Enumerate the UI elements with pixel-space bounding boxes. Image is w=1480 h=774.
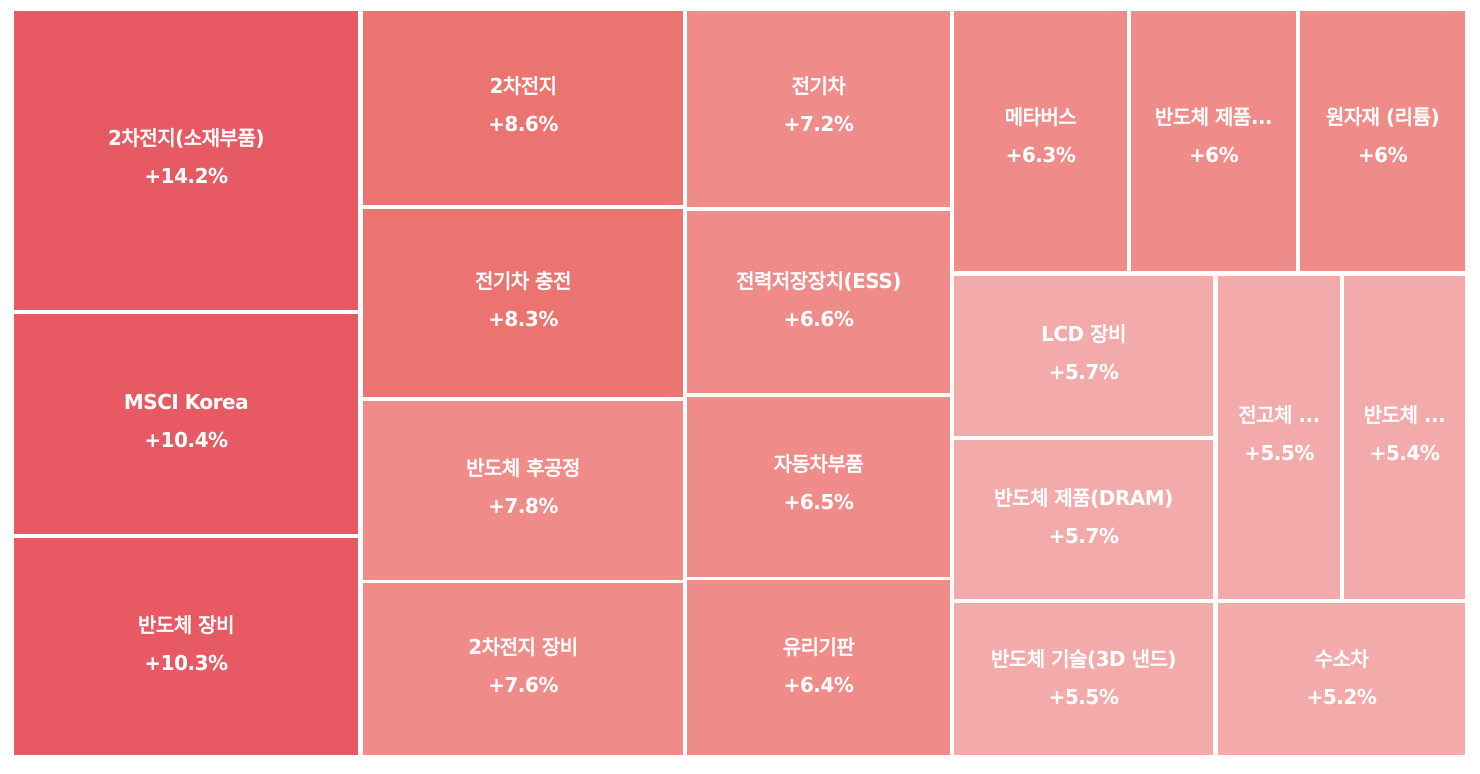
tile-change-value: +6.4%	[783, 673, 854, 697]
tile-0[interactable]: 2차전지(소재부품) +14.2%	[14, 11, 358, 310]
tile-5[interactable]: 반도체 후공정 +7.8%	[363, 401, 683, 580]
tile-label: 반도체 장비	[138, 613, 234, 637]
tile-label: 반도체 ...	[1363, 403, 1446, 427]
tile-1[interactable]: MSCI Korea +10.4%	[14, 314, 358, 534]
tile-change-value: +10.3%	[144, 651, 228, 675]
tile-label: 자동차부품	[773, 452, 864, 476]
tile-14[interactable]: LCD 장비 +5.7%	[954, 276, 1213, 436]
tile-2[interactable]: 반도체 장비 +10.3%	[14, 538, 358, 755]
tile-change-value: +6.6%	[783, 307, 854, 331]
tile-change-value: +5.7%	[1048, 360, 1119, 384]
tile-label: 원자재 (리튬)	[1325, 105, 1440, 129]
tile-change-value: +5.4%	[1369, 441, 1440, 465]
tile-change-value: +8.6%	[488, 112, 558, 136]
tile-change-value: +6.5%	[783, 490, 854, 514]
tile-change-value: +6%	[1188, 143, 1239, 167]
tile-16[interactable]: 반도체 기술(3D 낸드) +5.5%	[954, 603, 1213, 755]
tile-10[interactable]: 유리기판 +6.4%	[687, 580, 950, 755]
tile-label: 반도체 제품(DRAM)	[994, 486, 1173, 510]
tile-change-value: +14.2%	[144, 164, 228, 188]
tile-19[interactable]: 수소차 +5.2%	[1218, 603, 1465, 755]
tile-18[interactable]: 반도체 ... +5.4%	[1344, 276, 1465, 599]
tile-label: 전기차 충전	[475, 269, 571, 293]
tile-label: 반도체 제품...	[1154, 105, 1273, 129]
tile-label: 반도체 기술(3D 낸드)	[990, 647, 1177, 671]
tile-change-value: +5.2%	[1306, 685, 1377, 709]
tile-label: 전고체 ...	[1238, 403, 1320, 427]
tile-label: 2차전지 장비	[468, 635, 578, 659]
tile-9[interactable]: 자동차부품 +6.5%	[687, 397, 950, 577]
tile-change-value: +6.3%	[1005, 143, 1076, 167]
tile-label: 2차전지(소재부품)	[108, 126, 265, 150]
tile-label: LCD 장비	[1041, 322, 1126, 346]
tile-label: 반도체 후공정	[466, 456, 580, 480]
tile-7[interactable]: 전기차 +7.2%	[687, 11, 950, 207]
tile-13[interactable]: 원자재 (리튬) +6%	[1300, 11, 1465, 271]
tile-8[interactable]: 전력저장장치(ESS) +6.6%	[687, 211, 950, 393]
tile-4[interactable]: 전기차 충전 +8.3%	[363, 209, 683, 397]
tile-6[interactable]: 2차전지 장비 +7.6%	[363, 583, 683, 755]
tile-15[interactable]: 반도체 제품(DRAM) +5.7%	[954, 440, 1213, 599]
tile-change-value: +5.5%	[1048, 685, 1119, 709]
tile-change-value: +6%	[1357, 143, 1408, 167]
tile-change-value: +8.3%	[488, 307, 558, 331]
tile-label: 유리기판	[782, 635, 855, 659]
tile-label: 메타버스	[1004, 105, 1077, 129]
tile-change-value: +7.2%	[783, 112, 854, 136]
tile-change-value: +7.6%	[488, 673, 558, 697]
tile-change-value: +7.8%	[488, 494, 558, 518]
tile-label: 수소차	[1314, 647, 1369, 671]
tile-label: 전기차	[791, 74, 846, 98]
tile-change-value: +10.4%	[144, 428, 228, 452]
tile-change-value: +5.7%	[1048, 524, 1119, 548]
tile-12[interactable]: 반도체 제품... +6%	[1131, 11, 1296, 271]
tile-label: 2차전지	[489, 74, 557, 98]
tile-label: 전력저장장치(ESS)	[736, 269, 901, 293]
tile-11[interactable]: 메타버스 +6.3%	[954, 11, 1127, 271]
tile-label: MSCI Korea	[123, 390, 249, 414]
tile-change-value: +5.5%	[1244, 441, 1314, 465]
tile-3[interactable]: 2차전지 +8.6%	[363, 11, 683, 205]
tile-17[interactable]: 전고체 ... +5.5%	[1218, 276, 1340, 599]
